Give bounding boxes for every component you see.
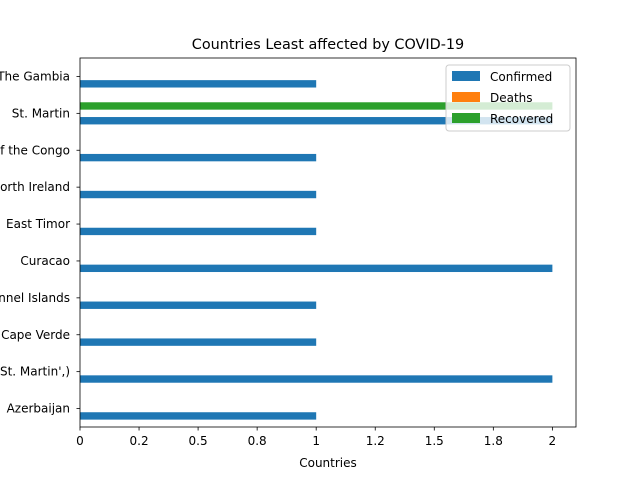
legend-swatch-confirmed <box>452 71 480 81</box>
y-tick-label: The Gambia <box>0 69 70 83</box>
legend-label-recovered: Recovered <box>490 112 553 126</box>
bar-confirmed-0 <box>80 412 317 420</box>
y-tick-label: East Timor <box>6 217 70 231</box>
legend-label-deaths: Deaths <box>490 91 533 105</box>
bar-confirmed-1 <box>80 375 553 383</box>
y-axis: Azerbaijan ('St. Martin',) Cape Verde Chann… <box>0 69 80 416</box>
y-tick-label: Curacao <box>20 254 70 268</box>
legend-swatch-deaths <box>452 92 480 102</box>
bar-confirmed-5 <box>80 227 317 236</box>
y-tick-label: ('St. Martin',) <box>0 365 70 379</box>
legend: Confirmed Deaths Recovered <box>445 64 571 132</box>
legend-swatch-recovered <box>452 113 480 123</box>
bar-confirmed-7 <box>80 153 317 162</box>
y-tick-label: North Ireland <box>0 180 70 194</box>
bar-recovered-8 <box>80 102 553 110</box>
chart-title: Countries Least affected by COVID-19 <box>192 37 464 53</box>
x-tick-label: 0.5 <box>189 434 208 448</box>
y-tick-label: St. Martin <box>12 106 70 120</box>
x-tick-label: 0 <box>76 434 84 448</box>
x-tick-label: 2 <box>549 434 557 448</box>
plot-area <box>79 57 577 428</box>
x-tick-label: 1 <box>312 434 320 448</box>
bar-confirmed-2 <box>80 338 317 346</box>
y-tick-label: Azerbaijan <box>7 402 70 416</box>
x-axis-label: Countries <box>299 456 357 470</box>
bar-confirmed-4 <box>80 264 553 273</box>
bar-confirmed-8 <box>80 117 553 125</box>
bar-confirmed-6 <box>80 190 317 199</box>
x-tick-label: 0.2 <box>130 434 149 448</box>
y-tick-label: Channel Islands <box>0 291 70 305</box>
bar-confirmed-9 <box>80 80 317 88</box>
x-tick-label: 1.2 <box>366 434 385 448</box>
bar-confirmed-3 <box>80 301 317 309</box>
plot-frame <box>79 57 577 428</box>
x-tick-label: 1.8 <box>484 434 503 448</box>
x-tick-label: 1.5 <box>425 434 444 448</box>
x-axis: 0 0.2 0.5 0.8 1 1.2 1.5 1.8 2 <box>76 427 556 448</box>
y-tick-label: Cape Verde <box>1 328 70 342</box>
y-tick-label: Republic of the Congo <box>0 143 70 157</box>
legend-label-confirmed: Confirmed <box>490 70 552 84</box>
x-tick-label: 0.8 <box>248 434 267 448</box>
